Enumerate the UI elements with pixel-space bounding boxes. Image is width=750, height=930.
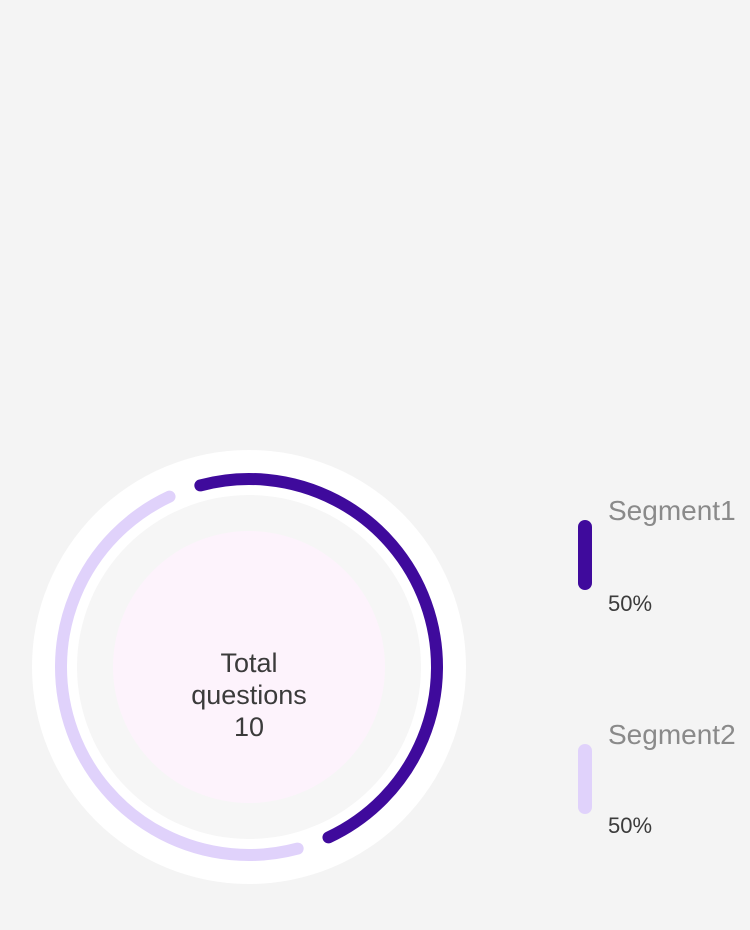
center-disc xyxy=(113,531,385,803)
legend-label-segment2: Segment2 xyxy=(608,719,736,750)
legend-percent-segment1: 50% xyxy=(608,591,653,616)
center-label-value: 10 xyxy=(233,712,265,742)
donut-segment-2 xyxy=(55,490,304,861)
center-label-line2: questions xyxy=(191,680,307,710)
legend-swatch-segment1 xyxy=(578,520,592,590)
donut-segments xyxy=(55,473,443,861)
center-label-line1: Total xyxy=(220,648,278,678)
legend-item-segment1: Segment1 50% xyxy=(578,495,750,616)
legend-percent-segment2: 50% xyxy=(608,813,653,838)
donut-segment-1 xyxy=(194,473,443,844)
donut-chart xyxy=(32,450,466,884)
center-label: Total questions 10 xyxy=(149,647,349,743)
legend-swatch-segment2 xyxy=(578,744,592,814)
legend-label-segment1: Segment1 xyxy=(608,495,736,526)
legend-item-segment2: Segment2 50% xyxy=(578,719,750,839)
